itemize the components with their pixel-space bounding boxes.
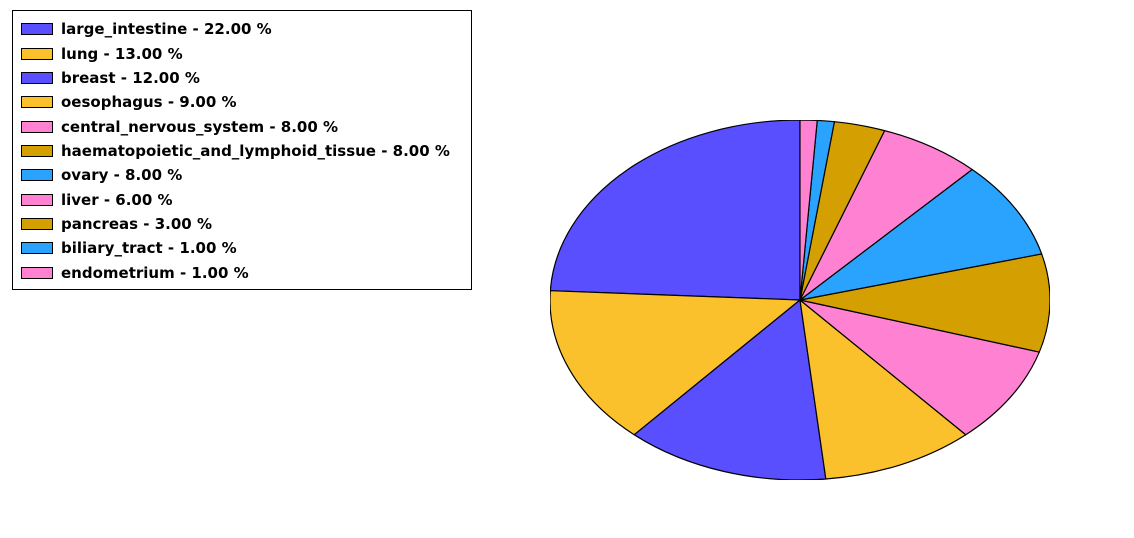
pie-slice: [550, 120, 800, 300]
legend-item: pancreas - 3.00 %: [13, 212, 471, 236]
legend-label: oesophagus - 9.00 %: [61, 93, 237, 111]
legend-item: central_nervous_system - 8.00 %: [13, 114, 471, 138]
legend-label: large_intestine - 22.00 %: [61, 20, 272, 38]
legend-swatch: [21, 96, 53, 108]
legend-swatch: [21, 48, 53, 60]
legend-item: biliary_tract - 1.00 %: [13, 236, 471, 260]
legend-swatch: [21, 169, 53, 181]
legend-label: lung - 13.00 %: [61, 45, 183, 63]
legend-label: liver - 6.00 %: [61, 191, 173, 209]
legend-label: breast - 12.00 %: [61, 69, 200, 87]
legend-label: ovary - 8.00 %: [61, 166, 182, 184]
chart-container: large_intestine - 22.00 % lung - 13.00 % b…: [0, 0, 1134, 538]
legend-item: endometrium - 1.00 %: [13, 261, 471, 285]
legend-swatch: [21, 23, 53, 35]
legend: large_intestine - 22.00 % lung - 13.00 % b…: [12, 10, 472, 290]
legend-swatch: [21, 72, 53, 84]
legend-label: central_nervous_system - 8.00 %: [61, 118, 338, 136]
legend-swatch: [21, 194, 53, 206]
legend-swatch: [21, 242, 53, 254]
legend-swatch: [21, 121, 53, 133]
legend-label: pancreas - 3.00 %: [61, 215, 212, 233]
legend-label: endometrium - 1.00 %: [61, 264, 249, 282]
legend-swatch: [21, 145, 53, 157]
legend-item: lung - 13.00 %: [13, 41, 471, 65]
legend-label: biliary_tract - 1.00 %: [61, 239, 237, 257]
legend-item: large_intestine - 22.00 %: [13, 17, 471, 41]
legend-item: breast - 12.00 %: [13, 66, 471, 90]
legend-item: haematopoietic_and_lymphoid_tissue - 8.0…: [13, 139, 471, 163]
legend-item: liver - 6.00 %: [13, 188, 471, 212]
legend-swatch: [21, 218, 53, 230]
pie-chart: [550, 120, 1050, 484]
legend-item: oesophagus - 9.00 %: [13, 90, 471, 114]
legend-item: ovary - 8.00 %: [13, 163, 471, 187]
legend-swatch: [21, 267, 53, 279]
legend-label: haematopoietic_and_lymphoid_tissue - 8.0…: [61, 142, 450, 160]
